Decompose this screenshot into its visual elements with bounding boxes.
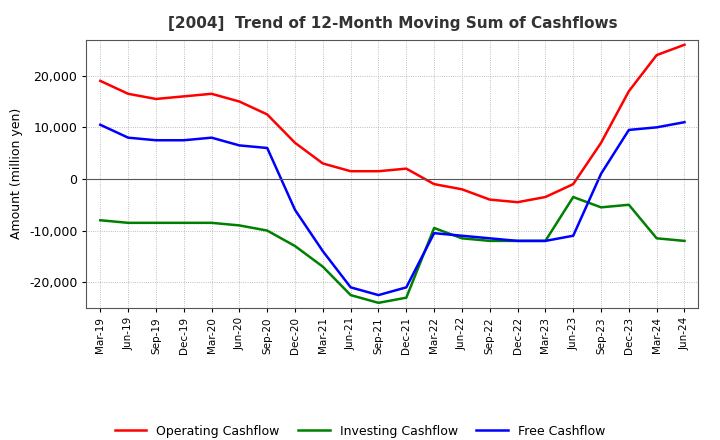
Investing Cashflow [207,220,216,225]
Operating Cashflow [96,78,104,84]
Free Cashflow [652,125,661,130]
Title: [2004]  Trend of 12-Month Moving Sum of Cashflows: [2004] Trend of 12-Month Moving Sum of C… [168,16,617,32]
Free Cashflow [179,138,188,143]
Investing Cashflow [402,295,410,301]
Operating Cashflow [235,99,243,104]
Operating Cashflow [346,169,355,174]
Operating Cashflow [680,42,689,48]
Investing Cashflow [291,243,300,249]
Investing Cashflow [346,293,355,298]
Investing Cashflow [263,228,271,233]
Free Cashflow [346,285,355,290]
Investing Cashflow [96,218,104,223]
Legend: Operating Cashflow, Investing Cashflow, Free Cashflow: Operating Cashflow, Investing Cashflow, … [110,420,610,440]
Operating Cashflow [207,91,216,96]
Free Cashflow [458,233,467,238]
Operating Cashflow [513,200,522,205]
Free Cashflow [152,138,161,143]
Free Cashflow [402,285,410,290]
Operating Cashflow [179,94,188,99]
Free Cashflow [374,293,383,298]
Operating Cashflow [624,88,633,94]
Investing Cashflow [430,225,438,231]
Free Cashflow [96,122,104,128]
Operating Cashflow [263,112,271,117]
Operating Cashflow [152,96,161,102]
Line: Investing Cashflow: Investing Cashflow [100,197,685,303]
Investing Cashflow [597,205,606,210]
Investing Cashflow [569,194,577,200]
Operating Cashflow [597,140,606,146]
Investing Cashflow [152,220,161,225]
Operating Cashflow [291,140,300,146]
Free Cashflow [207,135,216,140]
Free Cashflow [597,171,606,176]
Free Cashflow [624,127,633,132]
Free Cashflow [541,238,550,244]
Free Cashflow [485,236,494,241]
Investing Cashflow [624,202,633,207]
Line: Operating Cashflow: Operating Cashflow [100,45,685,202]
Y-axis label: Amount (million yen): Amount (million yen) [11,108,24,239]
Operating Cashflow [569,181,577,187]
Investing Cashflow [458,236,467,241]
Investing Cashflow [374,300,383,305]
Free Cashflow [124,135,132,140]
Investing Cashflow [179,220,188,225]
Free Cashflow [318,249,327,254]
Operating Cashflow [318,161,327,166]
Investing Cashflow [680,238,689,244]
Investing Cashflow [124,220,132,225]
Operating Cashflow [430,181,438,187]
Operating Cashflow [402,166,410,171]
Free Cashflow [513,238,522,244]
Investing Cashflow [485,238,494,244]
Operating Cashflow [124,91,132,96]
Operating Cashflow [374,169,383,174]
Free Cashflow [680,120,689,125]
Investing Cashflow [235,223,243,228]
Line: Free Cashflow: Free Cashflow [100,122,685,295]
Investing Cashflow [318,264,327,269]
Investing Cashflow [541,238,550,244]
Operating Cashflow [652,52,661,58]
Operating Cashflow [541,194,550,200]
Investing Cashflow [652,236,661,241]
Operating Cashflow [458,187,467,192]
Free Cashflow [263,145,271,150]
Free Cashflow [235,143,243,148]
Investing Cashflow [513,238,522,244]
Free Cashflow [430,231,438,236]
Operating Cashflow [485,197,494,202]
Free Cashflow [291,207,300,213]
Free Cashflow [569,233,577,238]
